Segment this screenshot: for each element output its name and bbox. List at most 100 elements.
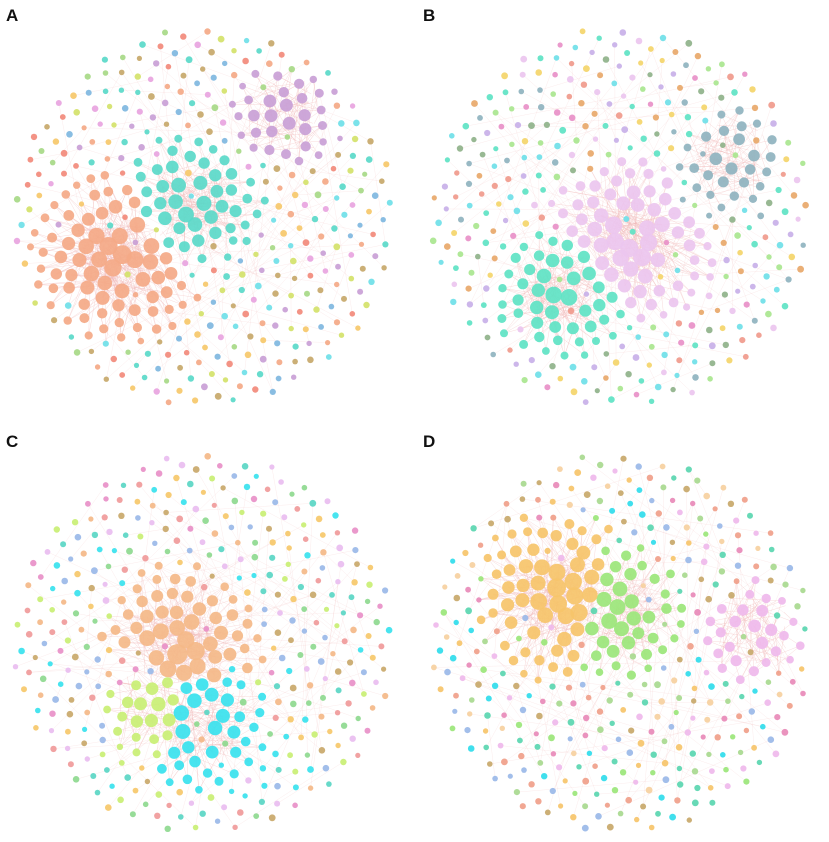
network-node bbox=[301, 201, 309, 209]
network-node bbox=[242, 236, 251, 246]
edge bbox=[40, 566, 225, 600]
edge bbox=[117, 712, 338, 732]
network-node bbox=[566, 501, 573, 508]
network-node bbox=[301, 522, 307, 528]
network-node bbox=[736, 323, 743, 330]
network-node bbox=[599, 314, 610, 325]
network-node bbox=[173, 474, 180, 482]
network-node bbox=[545, 286, 562, 304]
network-node bbox=[144, 778, 151, 785]
network-node bbox=[501, 712, 507, 718]
network-node bbox=[90, 773, 97, 779]
edge bbox=[146, 211, 292, 296]
network-node bbox=[111, 122, 117, 128]
network-node bbox=[534, 559, 550, 576]
network-node bbox=[670, 634, 679, 643]
network-node bbox=[705, 66, 712, 72]
network-node bbox=[740, 765, 747, 772]
network-node bbox=[287, 752, 293, 759]
network-node bbox=[617, 279, 632, 293]
network-node bbox=[646, 474, 654, 481]
network-node bbox=[46, 301, 55, 310]
edge bbox=[166, 503, 313, 513]
network-node bbox=[789, 617, 798, 626]
network-node bbox=[672, 49, 679, 55]
edge bbox=[322, 125, 334, 169]
network-node bbox=[220, 485, 226, 491]
network-node bbox=[693, 628, 700, 634]
network-node bbox=[443, 634, 450, 640]
edge bbox=[591, 628, 645, 647]
edge bbox=[462, 678, 728, 787]
edge bbox=[660, 268, 801, 277]
edge bbox=[583, 509, 790, 569]
edge bbox=[511, 533, 557, 607]
network-node bbox=[84, 73, 91, 80]
network-node bbox=[720, 239, 727, 246]
network-node bbox=[647, 632, 659, 644]
network-node bbox=[313, 306, 320, 313]
network-node bbox=[199, 539, 206, 546]
edge bbox=[663, 225, 708, 247]
network-node bbox=[176, 387, 183, 394]
network-node bbox=[776, 691, 783, 698]
network-node bbox=[317, 658, 325, 665]
edge bbox=[135, 703, 151, 738]
network-node bbox=[335, 263, 341, 270]
network-node bbox=[187, 480, 194, 488]
network-node bbox=[553, 109, 561, 116]
network-node bbox=[482, 728, 489, 734]
network-node bbox=[229, 769, 239, 779]
network-node bbox=[580, 663, 588, 672]
network-node bbox=[230, 746, 242, 758]
network-node bbox=[81, 125, 87, 131]
network-node bbox=[569, 363, 577, 371]
network-node bbox=[566, 93, 573, 100]
network-node bbox=[282, 576, 288, 582]
network-node bbox=[226, 609, 239, 621]
network-node bbox=[654, 681, 661, 689]
edge bbox=[611, 372, 664, 400]
edge bbox=[52, 237, 97, 258]
edge bbox=[722, 618, 725, 669]
network-node bbox=[570, 604, 588, 622]
network-node bbox=[228, 666, 236, 673]
network-node bbox=[558, 803, 564, 809]
network-node bbox=[767, 530, 774, 536]
network-node bbox=[698, 309, 705, 315]
network-node bbox=[251, 553, 259, 561]
edge bbox=[103, 282, 150, 329]
network-node bbox=[466, 202, 473, 209]
network-node bbox=[677, 509, 683, 516]
edge bbox=[64, 622, 128, 778]
network-node bbox=[202, 344, 208, 351]
network-node bbox=[469, 697, 475, 703]
network-node bbox=[142, 555, 149, 562]
network-node bbox=[497, 742, 504, 749]
edge bbox=[118, 305, 276, 326]
network-node bbox=[318, 713, 325, 720]
network-node bbox=[322, 206, 329, 212]
network-node bbox=[491, 255, 498, 262]
edge bbox=[751, 580, 756, 620]
panel-label: D bbox=[423, 432, 436, 451]
network-node bbox=[497, 550, 507, 560]
network-node bbox=[288, 637, 294, 644]
network-node bbox=[619, 769, 627, 776]
edge bbox=[696, 139, 773, 158]
network-node bbox=[802, 201, 809, 209]
edge bbox=[736, 581, 745, 628]
network-node bbox=[668, 207, 681, 220]
edge bbox=[128, 614, 177, 632]
network-node bbox=[775, 186, 782, 194]
network-node bbox=[303, 666, 310, 672]
edge bbox=[70, 517, 105, 560]
network-node bbox=[660, 589, 670, 599]
network-node bbox=[685, 466, 692, 473]
network-node bbox=[263, 94, 277, 108]
network-node bbox=[152, 574, 162, 584]
network-node bbox=[307, 255, 314, 262]
network-node bbox=[80, 280, 95, 295]
network-node bbox=[182, 774, 193, 785]
network-node bbox=[785, 139, 792, 146]
